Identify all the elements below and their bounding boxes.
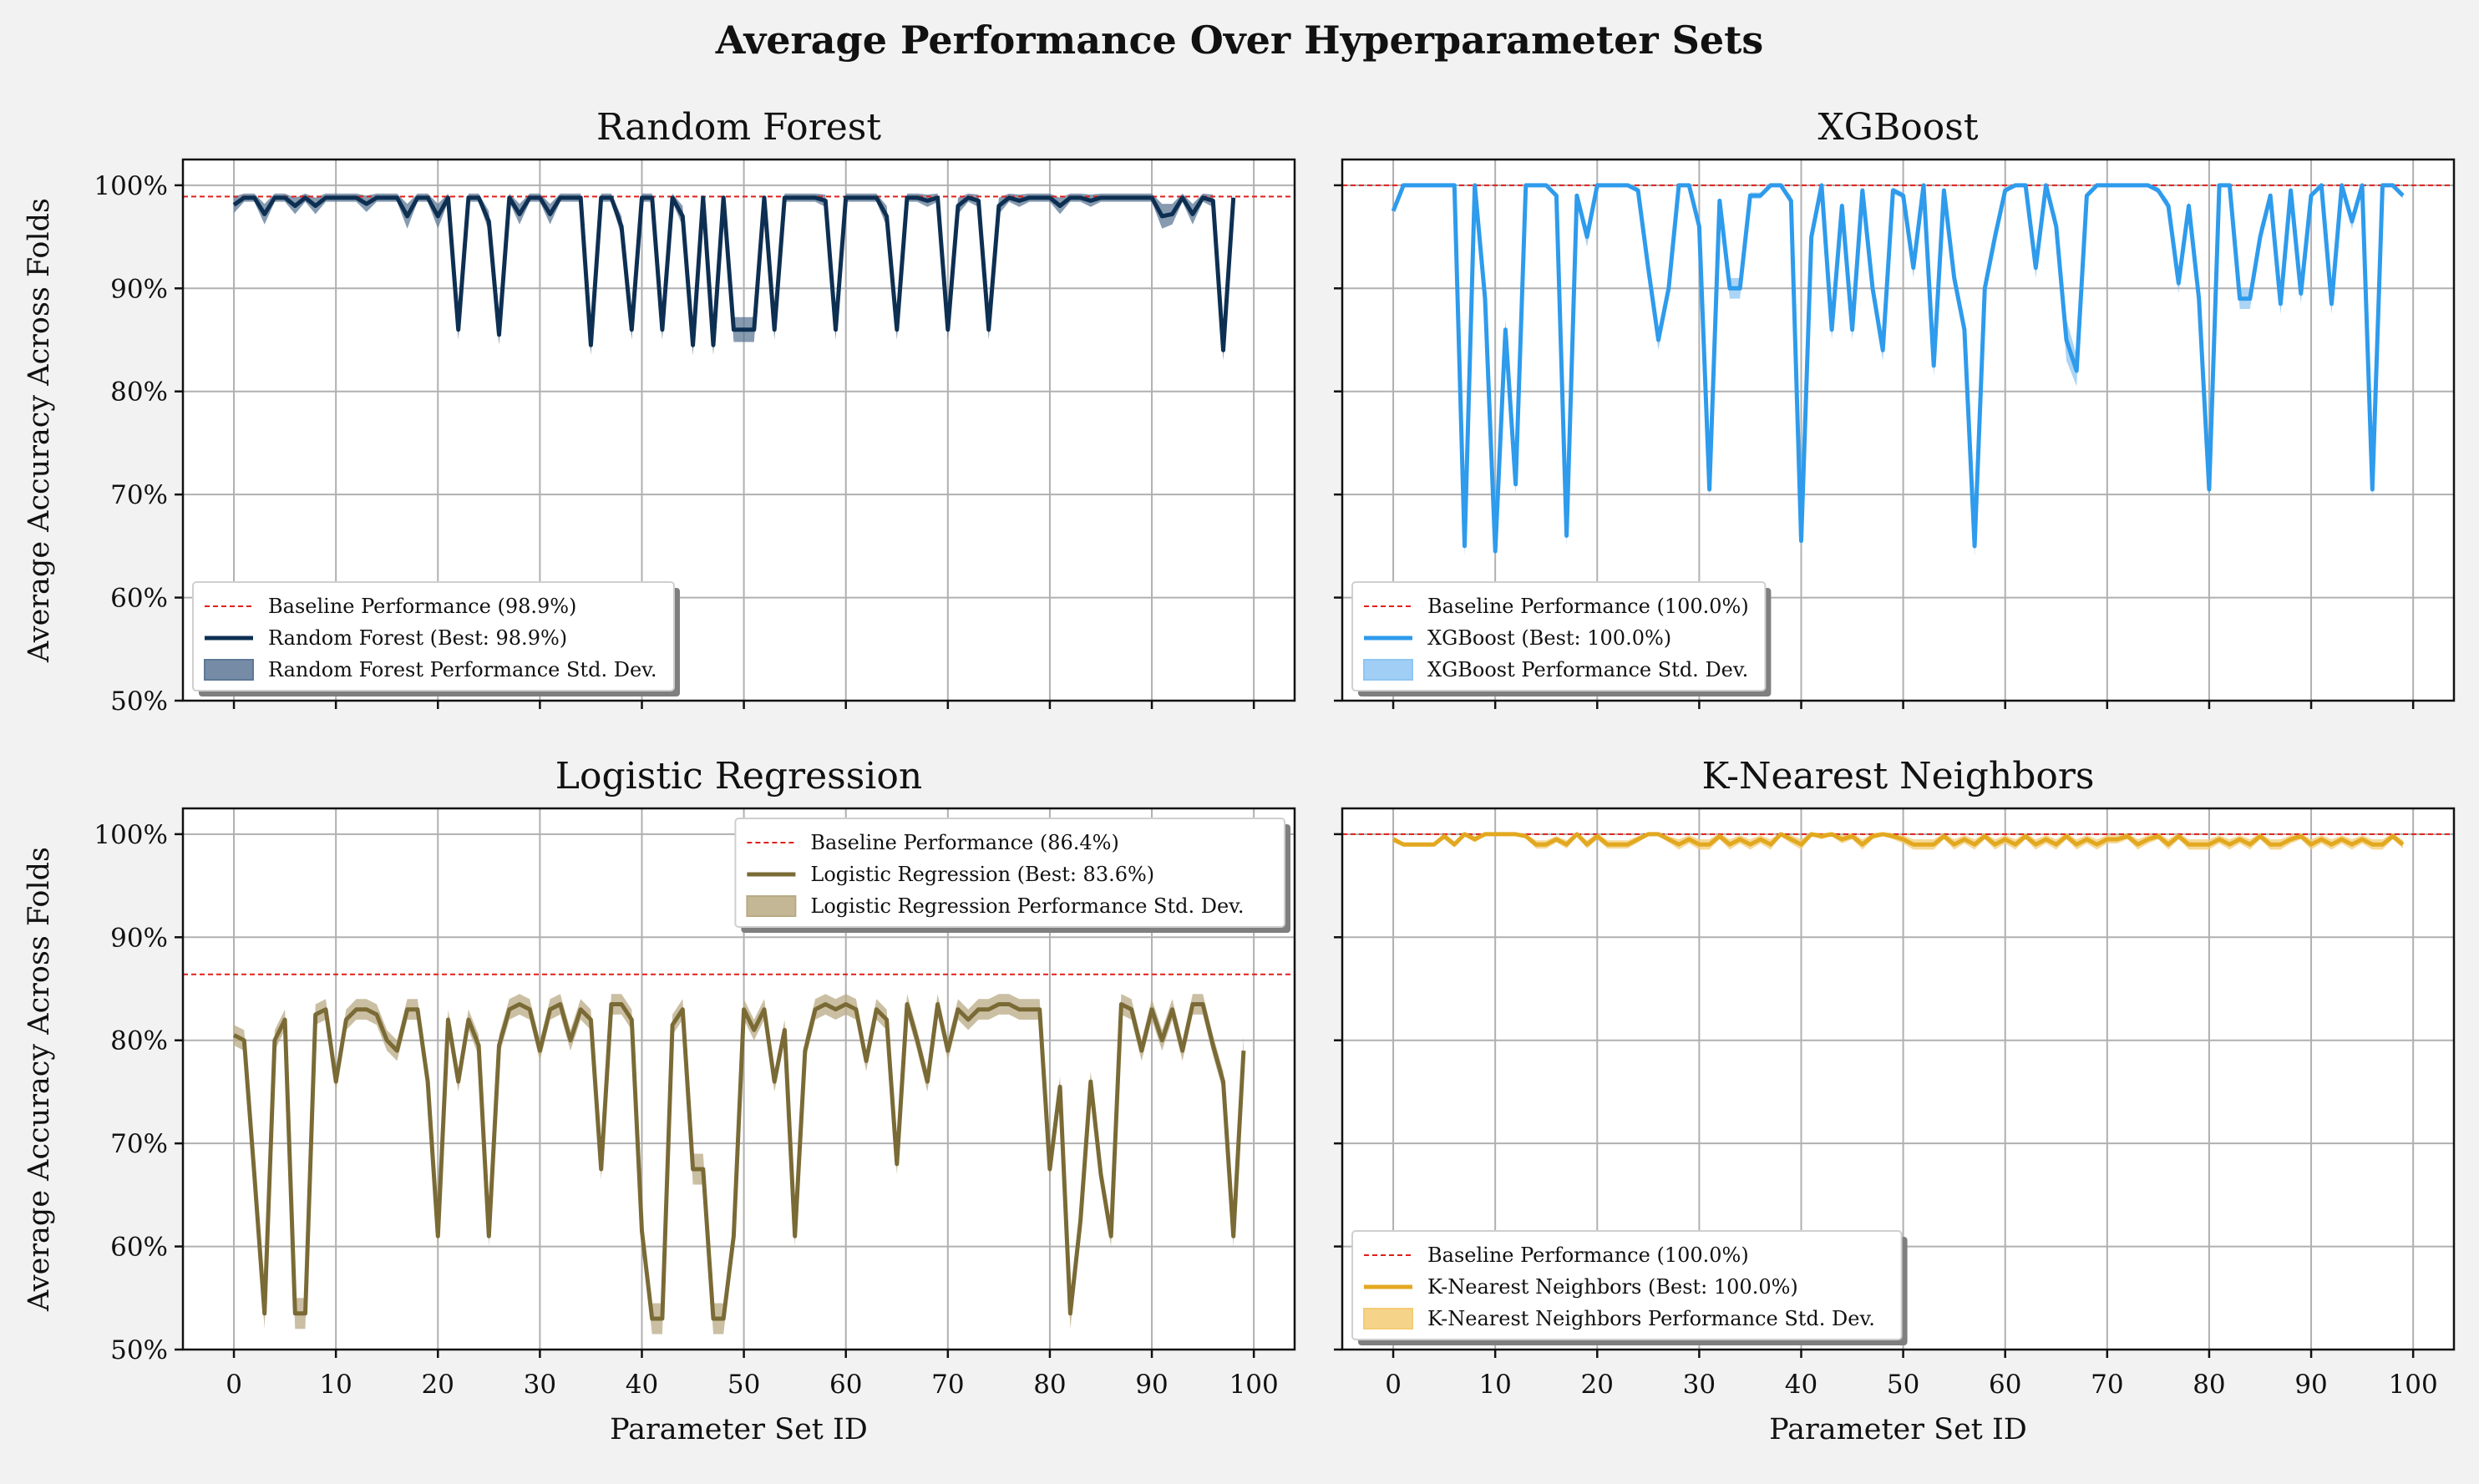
y-tick-label: 100% [94,820,168,850]
legend: Baseline Performance (100.0%) K-Nearest N… [1351,1230,1908,1345]
legend: Baseline Performance (86.4%) Logistic Reg… [734,818,1290,933]
panel-title: Logistic Regression [555,755,922,798]
x-tick-label: 100 [2389,1370,2438,1400]
legend-band-swatch [1363,659,1413,681]
panel-title: XGBoost [1817,106,1978,149]
y-tick-label: 80% [110,377,168,408]
legend-label: Baseline Performance (86.4%) [810,831,1118,854]
legend-label: Random Forest Performance Std. Dev. [268,658,657,681]
x-tick-label: 60 [829,1370,862,1400]
x-tick-label: 50 [1887,1370,1919,1400]
x-axis-label: Parameter Set ID [1769,1413,2027,1446]
panel-4: 0 10 20 30 40 50 60 70 80 90 100 K-Nearest Neighbor… [1334,755,2456,1446]
y-tick-label: 90% [110,274,168,304]
series-line [1391,183,2405,554]
x-tick-label: 10 [1478,1370,1511,1400]
x-tick-label: 0 [1385,1370,1402,1400]
y-tick-label: 60% [110,584,168,614]
series-line [232,195,1236,352]
x-tick-label: 20 [1581,1370,1614,1400]
y-axis-label: Average Accuracy Across Folds [23,198,56,663]
y-tick-label: 50% [110,686,168,717]
legend-band-swatch [746,895,797,917]
legend: Baseline Performance (100.0%) XGBoost (Be… [1351,581,1772,696]
plot-frame [181,807,1296,1351]
y-tick-label: 60% [110,1233,168,1263]
x-tick-label: 90 [2294,1370,2327,1400]
plot-frame [181,158,1296,702]
panel-2: XGBoost Baseline Performance (100.0%) XGBo… [1334,106,2456,709]
legend-band-swatch [204,659,254,681]
x-tick-label: 70 [2091,1370,2123,1400]
legend-label: Random Forest (Best: 98.9%) [268,626,567,650]
y-tick-label: 70% [110,1129,168,1159]
x-tick-label: 40 [626,1370,658,1400]
x-tick-label: 100 [1229,1370,1279,1400]
legend-label: Logistic Regression (Best: 83.6%) [810,863,1154,886]
x-tick-label: 50 [727,1370,760,1400]
plot-frame [1341,807,2456,1351]
y-tick-label: 80% [110,1026,168,1056]
x-tick-label: 70 [931,1370,964,1400]
x-tick-label: 10 [319,1370,352,1400]
x-tick-label: 60 [1989,1370,2021,1400]
x-tick-label: 30 [524,1370,556,1400]
x-tick-label: 40 [1785,1370,1817,1400]
y-axis-label: Average Accuracy Across Folds [23,847,56,1312]
x-tick-label: 80 [2193,1370,2225,1400]
y-tick-label: 50% [110,1335,168,1365]
x-tick-label: 20 [422,1370,454,1400]
legend-box [192,581,675,691]
y-tick-label: 100% [94,171,168,201]
figure-title: Average Performance Over Hyperparameter … [715,18,1764,63]
legend-box [734,818,1285,928]
legend-box [1351,1230,1903,1340]
panel-1: 50% 60% 70% 80% 90% 100% Random Forest Average … [23,106,1296,717]
legend-label: Baseline Performance (100.0%) [1427,595,1749,618]
series-line [1392,832,2405,847]
legend-band-swatch [1363,1308,1413,1330]
legend-label: Baseline Performance (98.9%) [268,595,576,618]
plot-frame [1341,158,2456,702]
series-line [232,1002,1246,1321]
legend-label: Logistic Regression Performance Std. Dev… [810,894,1244,918]
legend-label: K-Nearest Neighbors Performance Std. Dev… [1427,1307,1875,1330]
legend-label: XGBoost (Best: 100.0%) [1427,626,1671,650]
panel-3: 0 10 20 30 40 50 60 70 80 90 100 50% 60% 70% 80% 90% 100… [23,755,1296,1446]
panels: 50% 60% 70% 80% 90% 100% Random Forest Average … [23,106,2456,1446]
panel-title: Random Forest [596,106,881,149]
x-axis-label: Parameter Set ID [610,1413,868,1446]
panel-title: K-Nearest Neighbors [1701,755,2094,798]
legend-label: Baseline Performance (100.0%) [1427,1243,1749,1267]
x-tick-label: 80 [1033,1370,1066,1400]
legend-label: K-Nearest Neighbors (Best: 100.0%) [1427,1275,1798,1299]
legend-box [1351,581,1767,691]
x-tick-label: 30 [1683,1370,1716,1400]
y-tick-label: 70% [110,480,168,510]
y-tick-label: 90% [110,923,168,953]
x-tick-label: 0 [226,1370,242,1400]
legend-label: XGBoost Performance Std. Dev. [1427,658,1748,681]
x-tick-label: 90 [1135,1370,1168,1400]
legend: Baseline Performance (98.9%) Random Fores… [192,581,680,696]
